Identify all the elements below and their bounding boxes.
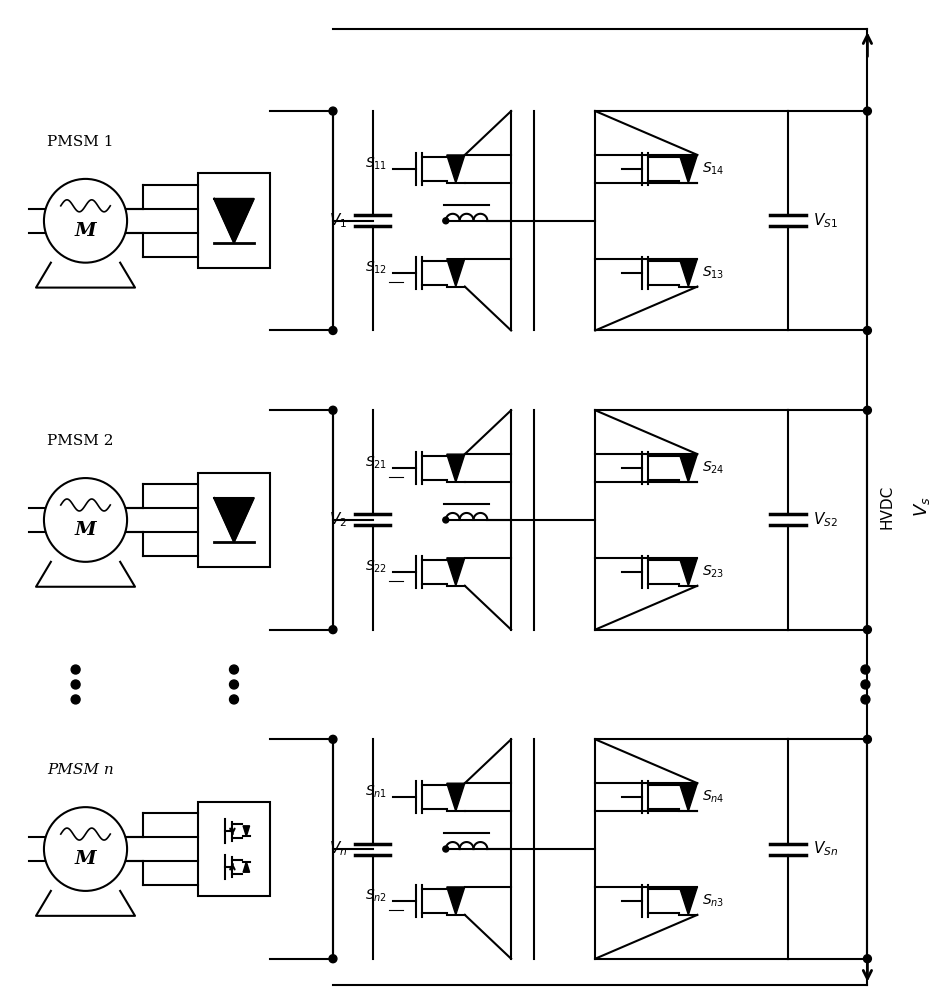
Text: $V_{Sn}$: $V_{Sn}$: [812, 840, 838, 858]
Text: $S_{13}$: $S_{13}$: [702, 264, 724, 281]
Text: $V_1$: $V_1$: [329, 211, 346, 230]
Text: M: M: [75, 850, 96, 868]
Text: $S_{n4}$: $S_{n4}$: [702, 789, 724, 805]
Text: M: M: [75, 521, 96, 539]
Circle shape: [860, 680, 869, 689]
Circle shape: [863, 406, 870, 414]
Text: PMSM 1: PMSM 1: [48, 135, 113, 149]
Text: $S_{n2}$: $S_{n2}$: [365, 888, 387, 904]
Circle shape: [329, 955, 337, 963]
Polygon shape: [242, 862, 249, 872]
Text: $S_{14}$: $S_{14}$: [702, 161, 724, 177]
Circle shape: [71, 695, 80, 704]
Polygon shape: [446, 259, 464, 287]
Circle shape: [71, 680, 80, 689]
Text: $V_s$: $V_s$: [911, 497, 931, 517]
Text: $V_2$: $V_2$: [329, 511, 346, 529]
Text: PMSM n: PMSM n: [47, 763, 114, 777]
Circle shape: [329, 406, 337, 414]
Text: $S_{22}$: $S_{22}$: [365, 559, 387, 575]
Polygon shape: [679, 454, 696, 482]
Text: $V_{S2}$: $V_{S2}$: [812, 511, 837, 529]
Circle shape: [229, 695, 238, 704]
Circle shape: [863, 107, 870, 115]
Circle shape: [860, 695, 869, 704]
Circle shape: [863, 326, 870, 334]
Text: $V_n$: $V_n$: [329, 840, 346, 858]
Circle shape: [329, 107, 337, 115]
Circle shape: [443, 517, 448, 523]
Polygon shape: [679, 887, 696, 915]
Circle shape: [443, 846, 448, 852]
Circle shape: [863, 626, 870, 634]
Circle shape: [863, 955, 870, 963]
Text: $S_{21}$: $S_{21}$: [365, 455, 387, 471]
Text: M: M: [75, 222, 96, 240]
Circle shape: [329, 626, 337, 634]
Text: $S_{23}$: $S_{23}$: [702, 564, 724, 580]
Polygon shape: [214, 199, 254, 243]
Text: $S_{24}$: $S_{24}$: [702, 460, 724, 476]
Polygon shape: [679, 259, 696, 287]
Polygon shape: [446, 887, 464, 915]
Circle shape: [329, 735, 337, 743]
Text: $V_{S1}$: $V_{S1}$: [812, 211, 837, 230]
Text: PMSM 2: PMSM 2: [48, 434, 113, 448]
Text: $S_{n3}$: $S_{n3}$: [702, 893, 724, 909]
Text: $S_{11}$: $S_{11}$: [365, 156, 387, 172]
Polygon shape: [679, 155, 696, 183]
Circle shape: [863, 735, 870, 743]
Text: $S_{n1}$: $S_{n1}$: [365, 784, 387, 800]
Polygon shape: [214, 498, 254, 542]
Polygon shape: [242, 826, 249, 836]
Polygon shape: [446, 783, 464, 811]
Polygon shape: [679, 783, 696, 811]
Circle shape: [329, 326, 337, 334]
Circle shape: [443, 218, 448, 224]
Polygon shape: [446, 155, 464, 183]
Circle shape: [860, 665, 869, 674]
Circle shape: [71, 665, 80, 674]
Text: HVDC: HVDC: [878, 485, 893, 529]
Polygon shape: [446, 558, 464, 586]
Circle shape: [229, 680, 238, 689]
Text: $S_{12}$: $S_{12}$: [365, 259, 387, 276]
Polygon shape: [679, 558, 696, 586]
Circle shape: [229, 665, 238, 674]
Polygon shape: [446, 454, 464, 482]
